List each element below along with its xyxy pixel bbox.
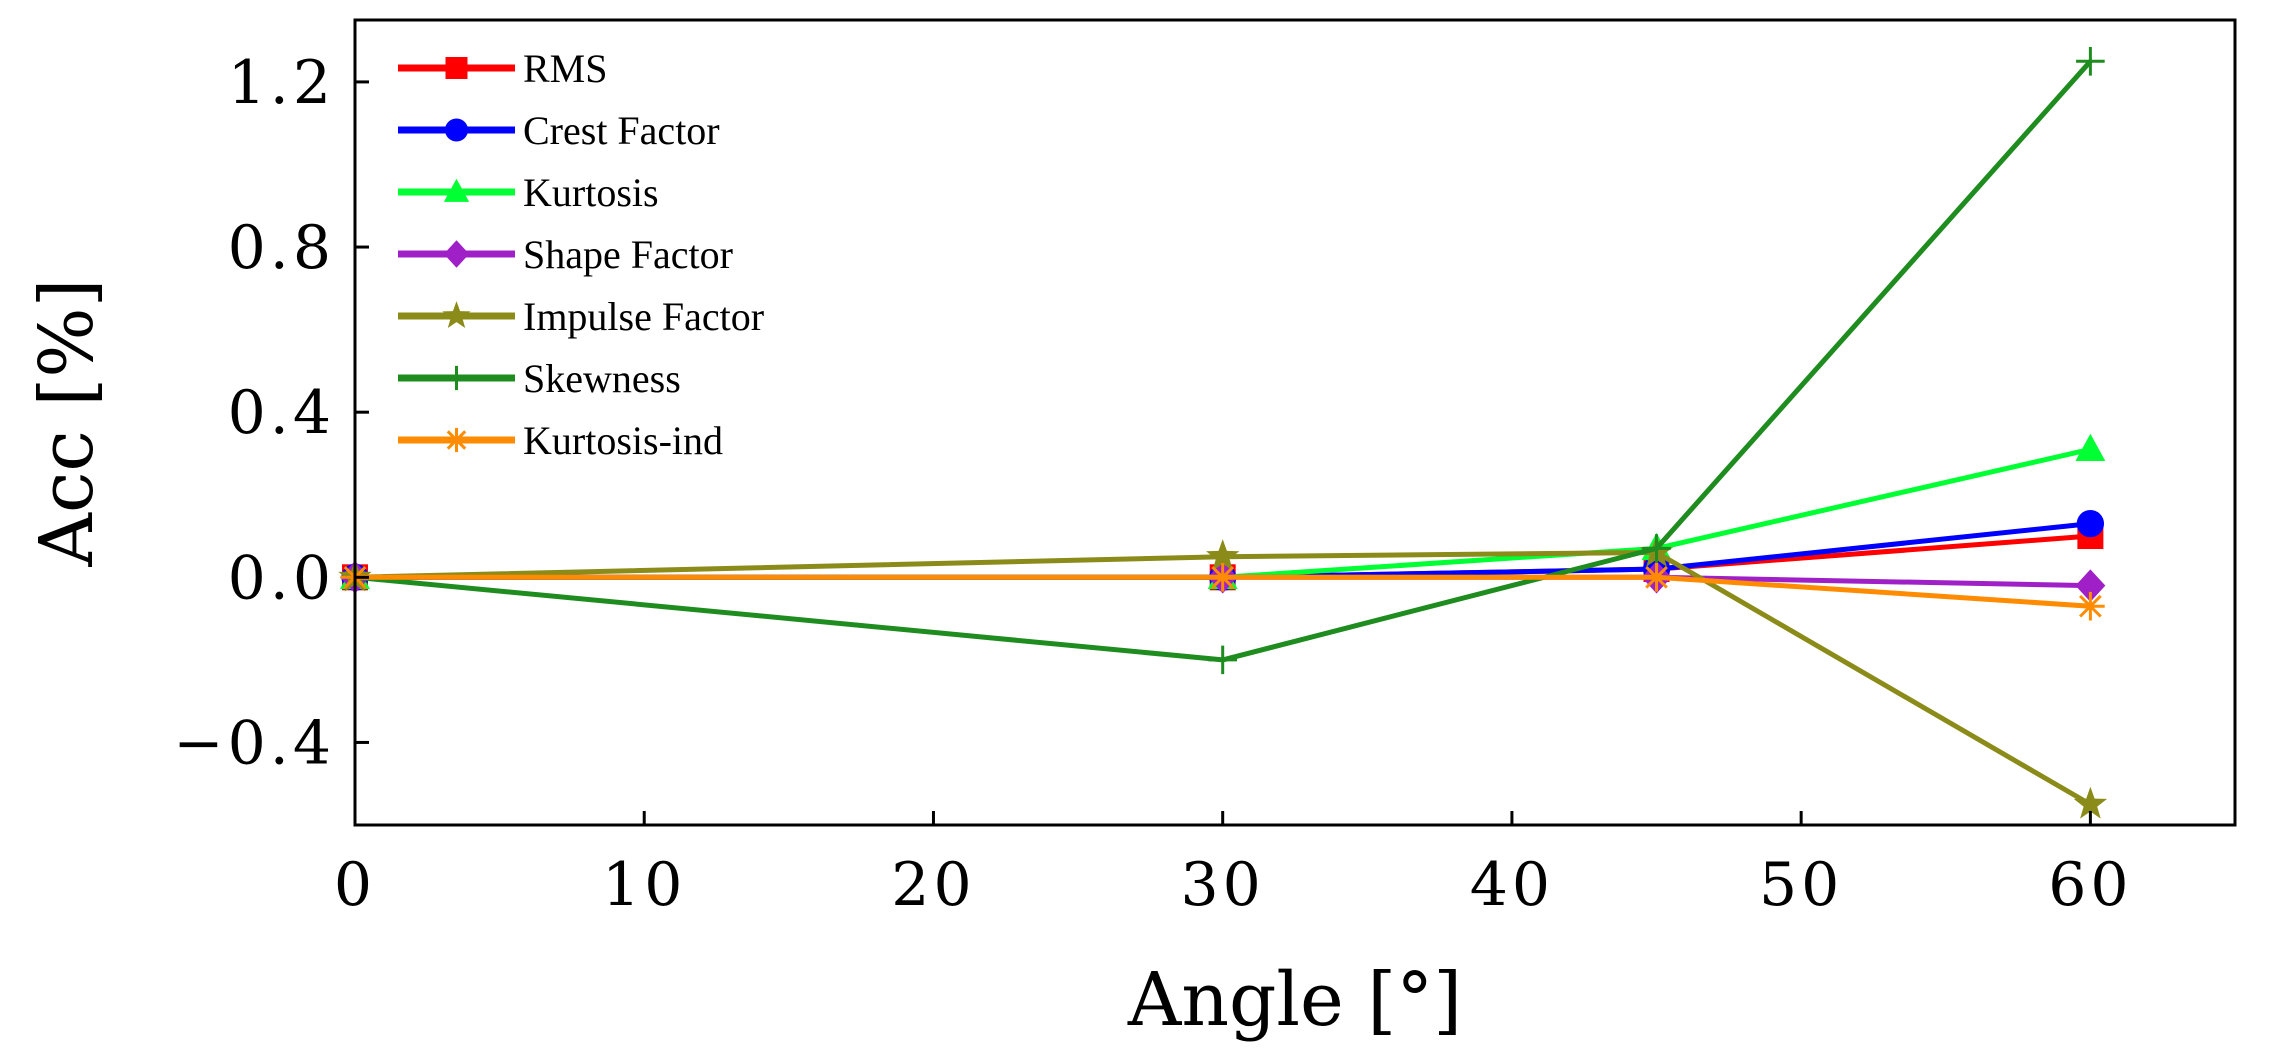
series-line-kurtosis-ind (355, 574, 2091, 609)
legend-label: Kurtosis-ind (523, 418, 723, 463)
data-point-shape-factor (2075, 569, 2106, 602)
y-tick-label: −0.4 (173, 708, 335, 778)
legend-entry-skewness: Skewness (398, 356, 681, 401)
series-line-skewness (354, 59, 2093, 663)
legend-entry-kurtosis: Kurtosis (398, 170, 659, 215)
data-point-impulse-factor (1206, 539, 1240, 571)
legend-label: Crest Factor (523, 108, 720, 153)
legend-label: Skewness (523, 356, 681, 401)
data-point-kurtosis-ind (1208, 563, 1237, 592)
plot-frame (353, 18, 2237, 827)
legend-marker-square (445, 57, 468, 79)
legend-marker-asterisk (444, 427, 469, 453)
x-tick-label: 40 (1470, 850, 1554, 920)
legend-label: RMS (523, 46, 608, 91)
legend-entry-shape-factor: Shape Factor (398, 232, 733, 277)
legend-entry-rms: RMS (398, 46, 608, 91)
x-tick-label: 10 (602, 850, 686, 920)
legend-marker-star (442, 301, 471, 328)
x-axis-title: Angle [°] (1127, 957, 1462, 1043)
data-point-impulse-factor (2073, 786, 2108, 819)
data-point-kurtosis-ind (2076, 591, 2105, 621)
y-axis-title: Acc [%] (24, 279, 110, 568)
y-tick-label: 1.2 (228, 48, 335, 118)
x-tick-label: 60 (2048, 850, 2132, 920)
y-tick-label: 0.4 (228, 378, 335, 448)
data-point-kurtosis (2075, 433, 2106, 462)
legend-label: Impulse Factor (523, 294, 764, 339)
legend: RMS Crest Factor Kurtosis Shape Factor Impul… (398, 46, 764, 463)
x-tick-label: 20 (891, 850, 975, 920)
legend-marker-plus (444, 365, 469, 391)
data-point-crest-factor (2076, 509, 2105, 538)
series-line-impulse-factor (354, 550, 2092, 807)
legend-entry-kurtosis-ind: Kurtosis-ind (398, 418, 723, 463)
legend-marker-triangle (443, 178, 470, 202)
legend-label: Shape Factor (523, 232, 733, 277)
legend-label: Kurtosis (523, 170, 659, 215)
y-tick-label: 0.0 (228, 543, 335, 613)
x-tick-label: 30 (1181, 850, 1265, 920)
data-point-kurtosis-ind (1642, 563, 1671, 592)
legend-entry-crest-factor: Crest Factor (398, 108, 720, 153)
data-point-skewness (1208, 645, 1237, 675)
x-tick-label: 50 (1759, 850, 1843, 920)
y-axis: −0.4 0.0 0.4 0.8 1.2 (173, 48, 369, 778)
legend-entry-impulse-factor: Impulse Factor (398, 294, 764, 339)
legend-marker-diamond (443, 240, 470, 268)
data-point-skewness (1642, 534, 1671, 563)
plot-content (338, 46, 2108, 819)
x-axis: 0 10 20 30 40 50 60 (334, 811, 2132, 920)
data-point-skewness (2076, 46, 2105, 76)
x-tick-label: 0 (334, 850, 376, 920)
y-tick-label: 0.8 (228, 213, 335, 283)
legend-marker-circle (444, 118, 469, 142)
